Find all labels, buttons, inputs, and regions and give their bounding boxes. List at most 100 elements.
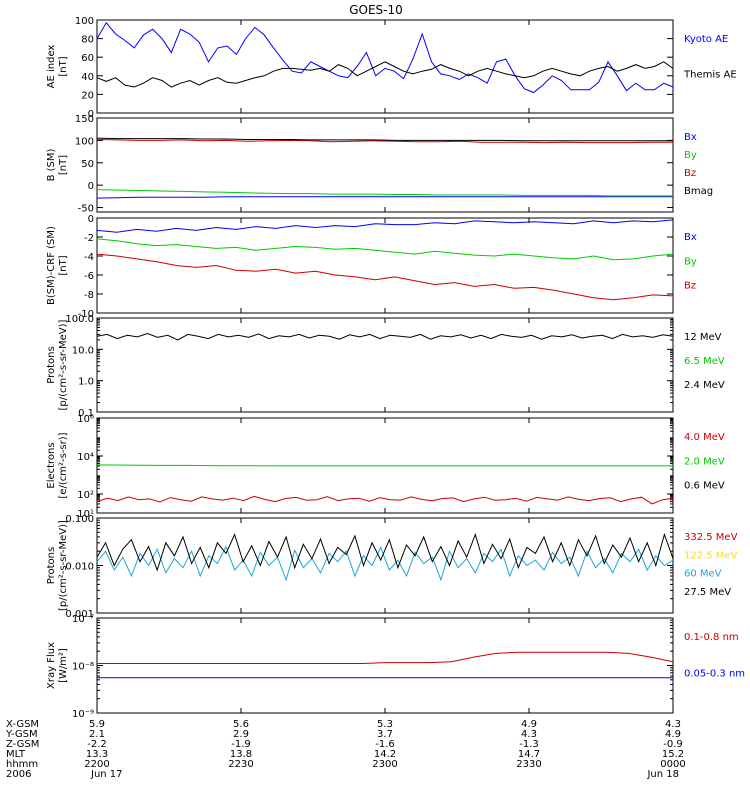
legend-entry: 0.05-0.3 nm bbox=[684, 669, 745, 680]
x-tick-label: 4.9 bbox=[665, 729, 681, 740]
x-row-label: MLT bbox=[6, 749, 26, 760]
x-tick-label: 5.6 bbox=[233, 719, 249, 730]
legend-entry: 122.5 MeV bbox=[684, 550, 738, 561]
series-line bbox=[96, 61, 674, 88]
y-axis-label: Electrons bbox=[46, 442, 57, 488]
legend-entry: By bbox=[684, 150, 697, 161]
series-line bbox=[96, 253, 674, 301]
y-tick-label: 10⁻⁹ bbox=[72, 709, 94, 720]
y-axis-label: Protons bbox=[46, 547, 57, 584]
y-tick-label: 80 bbox=[81, 35, 94, 46]
y-tick-label: 10⁻⁸ bbox=[72, 662, 94, 673]
legend-entry: 2.4 MeV bbox=[684, 380, 725, 391]
panel-frame bbox=[96, 617, 674, 714]
y-axis-label: [p/(cm²-s-sr-MeV)] bbox=[58, 319, 69, 410]
y-axis-label: B(SM)-CRF (SM) bbox=[46, 226, 57, 305]
y-tick-label: 0 bbox=[88, 214, 94, 225]
y-tick-label: 0.001 bbox=[65, 609, 94, 620]
series-line bbox=[96, 219, 674, 233]
figure-title: GOES-10 bbox=[349, 3, 403, 17]
panel-frame bbox=[96, 19, 674, 114]
y-tick-label: 10² bbox=[77, 490, 94, 501]
legend-entry: Bx bbox=[684, 232, 697, 243]
y-axis-label: Xray Flux bbox=[46, 642, 57, 689]
legend-entry: 0.1-0.8 nm bbox=[684, 632, 739, 643]
y-axis-label: [nT] bbox=[58, 155, 69, 175]
legend-entry: 12 MeV bbox=[684, 332, 722, 343]
y-tick-label: -8 bbox=[84, 290, 94, 301]
y-tick-label: 1.0 bbox=[78, 377, 94, 388]
y-tick-label: 10⁻⁷ bbox=[72, 614, 94, 625]
series-line bbox=[96, 545, 674, 582]
y-tick-label: -10 bbox=[78, 309, 94, 320]
x-tick-label: 2330 bbox=[516, 759, 541, 770]
x-tick-label: 2300 bbox=[372, 759, 397, 770]
y-axis-label: [p/(cm²-s-sr-MeV)] bbox=[58, 520, 69, 611]
series-line bbox=[96, 139, 673, 144]
y-tick-label: 20 bbox=[81, 90, 94, 101]
x-tick-label: -1.9 bbox=[231, 739, 251, 750]
legend-entry: By bbox=[684, 256, 697, 267]
x-tick-label: 4.9 bbox=[521, 719, 537, 730]
x-tick-label: 2200 bbox=[84, 759, 109, 770]
legend-entry: 27.5 MeV bbox=[684, 587, 731, 598]
x-tick-label: 2.9 bbox=[233, 729, 249, 740]
y-tick-label: 150 bbox=[75, 114, 94, 125]
y-tick-label: 0.100 bbox=[65, 514, 94, 525]
x-tick-label: 4.3 bbox=[521, 729, 537, 740]
legend-entry: Bz bbox=[684, 168, 696, 179]
y-axis-label: [nT] bbox=[58, 56, 69, 76]
x-tick-label: 0000 bbox=[660, 759, 685, 770]
x-row-label: Z-GSM bbox=[6, 739, 39, 750]
y-axis-label: [W/m²] bbox=[58, 648, 69, 683]
series-line bbox=[96, 189, 673, 197]
y-tick-label: -50 bbox=[78, 204, 94, 215]
legend-entry: Bmag bbox=[684, 186, 713, 197]
panel-frame bbox=[96, 217, 674, 314]
y-tick-label: 0 bbox=[88, 181, 94, 192]
y-axis-label: [e/(cm²-s-sr)] bbox=[58, 432, 69, 498]
x-row-label: X-GSM bbox=[6, 719, 39, 730]
y-tick-label: 0.010 bbox=[65, 562, 94, 573]
legend-entry: Themis AE bbox=[683, 70, 737, 81]
legend-entry: Kyoto AE bbox=[684, 34, 728, 45]
x-tick-label: 14.2 bbox=[374, 749, 396, 760]
x-tick-label: 13.8 bbox=[230, 749, 252, 760]
x-row-label: Y-GSM bbox=[5, 729, 38, 740]
x-tick-label: 2.1 bbox=[89, 729, 105, 740]
legend-entry: 0.6 MeV bbox=[684, 481, 725, 492]
y-tick-label: 50 bbox=[81, 159, 94, 170]
x-tick-label: -0.9 bbox=[663, 739, 683, 750]
y-tick-label: 100.0 bbox=[65, 314, 94, 325]
x-row-label: hhmm bbox=[6, 759, 38, 770]
series-line bbox=[96, 495, 674, 505]
x-tick-label: Jun 18 bbox=[646, 769, 679, 780]
y-tick-label: 10.0 bbox=[72, 345, 94, 356]
x-row-label: 2006 bbox=[6, 769, 31, 780]
legend-entry: 2.0 MeV bbox=[684, 456, 725, 467]
x-tick-label: 14.7 bbox=[518, 749, 540, 760]
y-axis-label: [nT] bbox=[58, 255, 69, 275]
y-tick-label: 100 bbox=[75, 16, 94, 27]
y-tick-label: -4 bbox=[84, 252, 94, 263]
x-tick-label: 13.3 bbox=[86, 749, 108, 760]
series-line bbox=[96, 332, 674, 341]
legend-entry: Bz bbox=[684, 281, 696, 292]
y-tick-label: 10⁶ bbox=[77, 414, 94, 425]
x-tick-label: 5.3 bbox=[377, 719, 393, 730]
series-line bbox=[96, 532, 674, 572]
y-tick-label: 10⁴ bbox=[77, 452, 94, 463]
x-tick-label: Jun 17 bbox=[90, 769, 123, 780]
x-tick-label: 5.9 bbox=[89, 719, 105, 730]
series-line bbox=[96, 238, 674, 261]
y-axis-label: AE index bbox=[46, 45, 57, 89]
series-line bbox=[96, 196, 673, 199]
x-tick-label: -1.6 bbox=[375, 739, 395, 750]
series-line bbox=[96, 464, 673, 467]
x-tick-label: -2.2 bbox=[87, 739, 107, 750]
series-line bbox=[96, 137, 673, 142]
y-tick-label: 100 bbox=[75, 136, 94, 147]
y-tick-label: 60 bbox=[81, 53, 94, 64]
